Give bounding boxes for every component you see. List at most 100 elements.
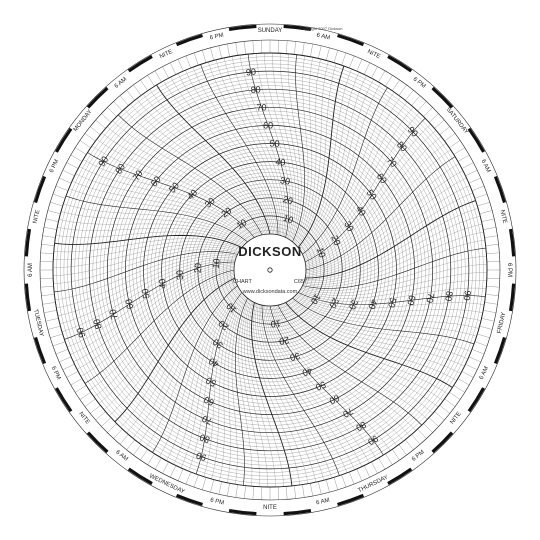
band-segment [431,86,454,109]
day-time-line [305,200,476,279]
band-segment [467,127,485,153]
hour-time-line [295,295,482,321]
hour-time-line [103,275,235,410]
scale-value-label: 30 [211,337,225,351]
chart-grid [52,52,488,488]
scale-value-label: 60 [202,394,215,407]
hour-tick [45,318,59,322]
value-circle-minor [63,63,477,477]
hour-tick [43,310,57,313]
hour-time-line [286,301,457,381]
hour-tick [41,294,55,296]
hour-time-line [203,293,243,477]
hour-tick [218,481,222,495]
value-circle-minor [74,74,466,466]
hour-tick [474,341,488,347]
hour-tick [294,41,296,55]
scale-value-label: 20 [216,318,230,332]
hour-time-line [60,211,246,244]
hour-tick [318,481,322,495]
hour-tick [202,50,207,63]
value-circle-major [88,88,452,452]
value-circle-minor [121,121,419,419]
hour-time-line [188,291,242,472]
hour-tick [423,423,433,433]
hour-time-line [294,57,313,244]
hour-time-line [163,80,272,235]
scale-value-label: 30 [347,298,360,311]
scale-value-label: 30 [203,196,217,210]
scale-value-label: 80 [395,139,409,153]
scale-value-label: 40 [275,157,286,168]
hour-time-line [304,208,479,280]
hour-tick [405,90,414,101]
hour-time-line [130,103,265,235]
hour-tick [59,356,72,363]
hour-time-line [54,251,238,293]
outer-time-band [23,23,517,517]
hour-tick [444,398,456,407]
band-segment [175,493,203,507]
band-segment [283,24,312,32]
value-circle-minor [194,194,346,346]
hour-time-line [118,114,263,236]
hour-tick [84,133,96,142]
value-circle-minor [128,128,412,412]
hour-time-line [271,305,391,451]
scale-value-label: 90 [462,290,473,301]
hour-time-line [96,139,257,237]
hour-time-line [296,294,483,313]
hour-tick [113,101,123,112]
hour-tick [252,486,254,500]
hour-time-line [244,300,268,487]
value-circle-minor [136,136,404,404]
band-segment [127,55,153,73]
hour-time-line [139,283,237,444]
time-mark-label: 6 AM [479,366,490,381]
hour-time-line [136,98,267,235]
hour-time-line [231,56,285,237]
hour-tick [79,392,91,400]
hour-tick [483,227,497,230]
hour-tick [477,333,490,338]
hour-time-line [107,126,260,236]
hour-time-line [195,292,243,475]
hour-time-line [101,132,259,237]
band-segment [337,33,365,47]
time-mark-label: 6 PM [210,498,225,507]
hour-time-line [280,304,433,414]
hour-tick [62,364,75,370]
hour-tick [286,40,288,54]
hour-tick [457,154,470,162]
brand-logo-text: DICKSON [238,244,301,259]
hour-tick [411,434,421,445]
hour-tick [133,444,142,456]
scale-value-label: 50 [365,188,379,202]
value-circle-minor [85,85,455,455]
hour-time-line [281,303,439,408]
time-mark-label: NITE [33,209,42,224]
hour-time-line [299,72,360,250]
hour-tick [113,428,123,439]
hour-time-line [276,305,416,431]
hour-tick [252,40,254,54]
hour-time-line [261,305,340,476]
hour-time-line [305,156,456,271]
hour-time-line [57,227,244,246]
hour-tick [439,126,450,135]
hour-tick [439,405,450,414]
scale-value-label: 80 [250,84,261,95]
scale-value-label: 40 [354,204,368,218]
time-mark-label: NITE [159,49,174,60]
scale-value-label: 50 [386,296,398,308]
hour-tick [468,356,481,363]
day-time-line [251,302,293,486]
hour-tick [479,210,493,214]
hour-time-line [304,107,414,260]
hour-tick [101,113,112,123]
time-mark-label: 6 PM [506,263,512,277]
hour-tick [55,349,69,355]
hour-time-line [268,305,377,460]
hour-time-line [272,53,296,240]
